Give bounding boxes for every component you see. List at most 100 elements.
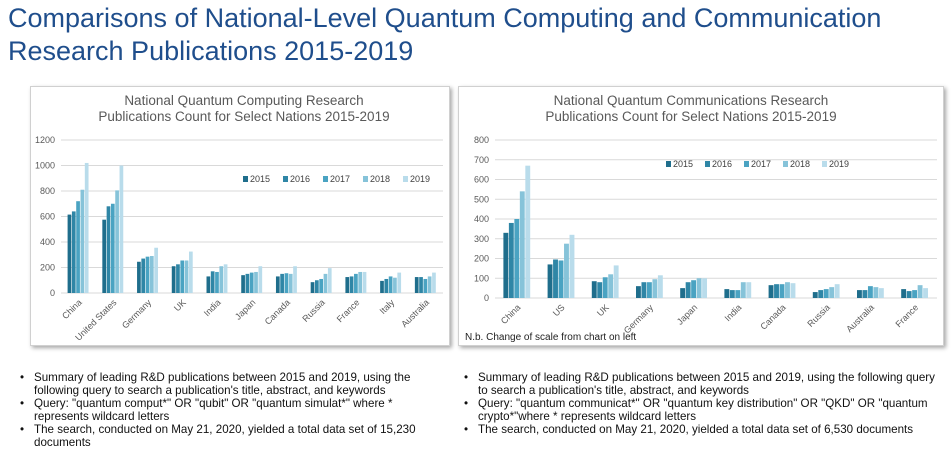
legend-swatch xyxy=(666,161,671,167)
chart-title-line: National Quantum Computing Research xyxy=(124,93,363,108)
bar xyxy=(564,243,569,298)
bar xyxy=(141,258,146,293)
y-tick-label: 0 xyxy=(484,293,489,303)
bar xyxy=(812,292,818,298)
bullet-item: The search, conducted on May 21, 2020, y… xyxy=(462,423,942,436)
x-tick-label: Russia xyxy=(805,302,832,329)
bar xyxy=(906,291,912,298)
x-tick-label: India xyxy=(723,302,744,323)
bar xyxy=(685,282,691,298)
bar xyxy=(785,282,790,298)
bar xyxy=(380,280,384,293)
bar xyxy=(362,271,367,293)
bar xyxy=(917,285,923,298)
bar xyxy=(691,280,697,298)
bar xyxy=(774,284,779,298)
bar xyxy=(414,277,419,293)
legend-label: 2016 xyxy=(290,174,310,184)
bar xyxy=(729,290,735,298)
bar xyxy=(641,282,647,298)
bar xyxy=(680,288,686,298)
bar xyxy=(923,288,929,298)
scale-note: N.b. Change of scale from chart on left xyxy=(465,332,637,343)
bar xyxy=(358,271,363,293)
computing-chart-panel: National Quantum Computing Research Publi… xyxy=(30,86,450,346)
legend-swatch xyxy=(363,176,368,182)
bar xyxy=(189,251,193,293)
y-tick-label: 700 xyxy=(474,155,489,165)
y-tick-label: 800 xyxy=(474,135,489,145)
bar xyxy=(818,290,824,298)
legend-swatch xyxy=(783,161,788,167)
bar xyxy=(724,289,730,298)
bar xyxy=(80,189,85,293)
bar xyxy=(119,165,124,293)
y-tick-label: 0 xyxy=(50,288,55,298)
bar xyxy=(110,203,115,293)
bar xyxy=(553,259,558,298)
legend-swatch xyxy=(283,176,288,182)
bar xyxy=(84,162,89,293)
bar xyxy=(602,277,608,298)
x-tick-label: Germany xyxy=(622,302,656,336)
y-tick-label: 500 xyxy=(474,194,489,204)
bar xyxy=(779,284,785,298)
bar xyxy=(646,282,652,298)
bar xyxy=(145,256,150,293)
bar xyxy=(591,281,597,298)
x-tick-label: UK xyxy=(172,297,188,313)
bar xyxy=(608,274,614,298)
bar xyxy=(547,264,553,298)
legend-label: 2016 xyxy=(712,159,732,169)
x-tick-label: Italy xyxy=(378,297,397,316)
bar xyxy=(397,272,402,293)
bar xyxy=(525,165,531,298)
x-tick-label: UK xyxy=(595,302,611,318)
x-tick-label: Canada xyxy=(263,297,292,326)
bar xyxy=(901,289,907,298)
legend-label: 2015 xyxy=(250,174,270,184)
bar xyxy=(388,276,393,293)
chart-title-line: Publications Count for Select Nations 20… xyxy=(98,109,389,124)
bullet-item: Summary of leading R&D publications betw… xyxy=(18,371,448,397)
bullet-item: The search, conducted on May 21, 2020, y… xyxy=(18,423,448,449)
bar xyxy=(215,271,219,293)
y-tick-label: 400 xyxy=(40,237,55,247)
x-tick-label: France xyxy=(335,297,362,324)
legend-swatch xyxy=(705,161,710,167)
bar xyxy=(823,289,829,298)
bar xyxy=(702,278,708,298)
legend-label: 2015 xyxy=(673,159,693,169)
bar xyxy=(149,256,154,293)
x-tick-label: India xyxy=(202,297,223,318)
bar xyxy=(657,275,663,298)
communications-bullets: Summary of leading R&D publications betw… xyxy=(462,371,942,436)
bar xyxy=(71,211,76,293)
bar xyxy=(319,278,324,293)
bar xyxy=(867,286,873,298)
x-tick-label: Canada xyxy=(758,302,787,331)
bar xyxy=(427,276,432,293)
legend-label: 2018 xyxy=(790,159,810,169)
bullet-item: Summary of leading R&D publications betw… xyxy=(462,371,942,397)
y-tick-label: 600 xyxy=(40,212,55,222)
x-tick-label: Australia xyxy=(844,302,876,334)
bar xyxy=(258,266,263,293)
bar xyxy=(219,266,224,293)
bar xyxy=(696,278,702,298)
bar xyxy=(76,201,80,293)
chart-title-line: National Quantum Communications Research xyxy=(554,93,829,108)
bar xyxy=(829,287,835,298)
legend-swatch xyxy=(243,176,248,182)
y-tick-label: 200 xyxy=(474,254,489,264)
y-tick-label: 800 xyxy=(40,186,55,196)
bar xyxy=(245,273,250,293)
x-tick-label: France xyxy=(893,302,920,329)
bar xyxy=(558,260,564,298)
bar xyxy=(569,234,575,298)
chart-title-line: Publications Count for Select Nations 20… xyxy=(545,109,836,124)
x-tick-label: US xyxy=(551,302,567,318)
bar xyxy=(503,232,509,298)
x-tick-label: China xyxy=(499,302,523,326)
bar xyxy=(284,273,289,293)
